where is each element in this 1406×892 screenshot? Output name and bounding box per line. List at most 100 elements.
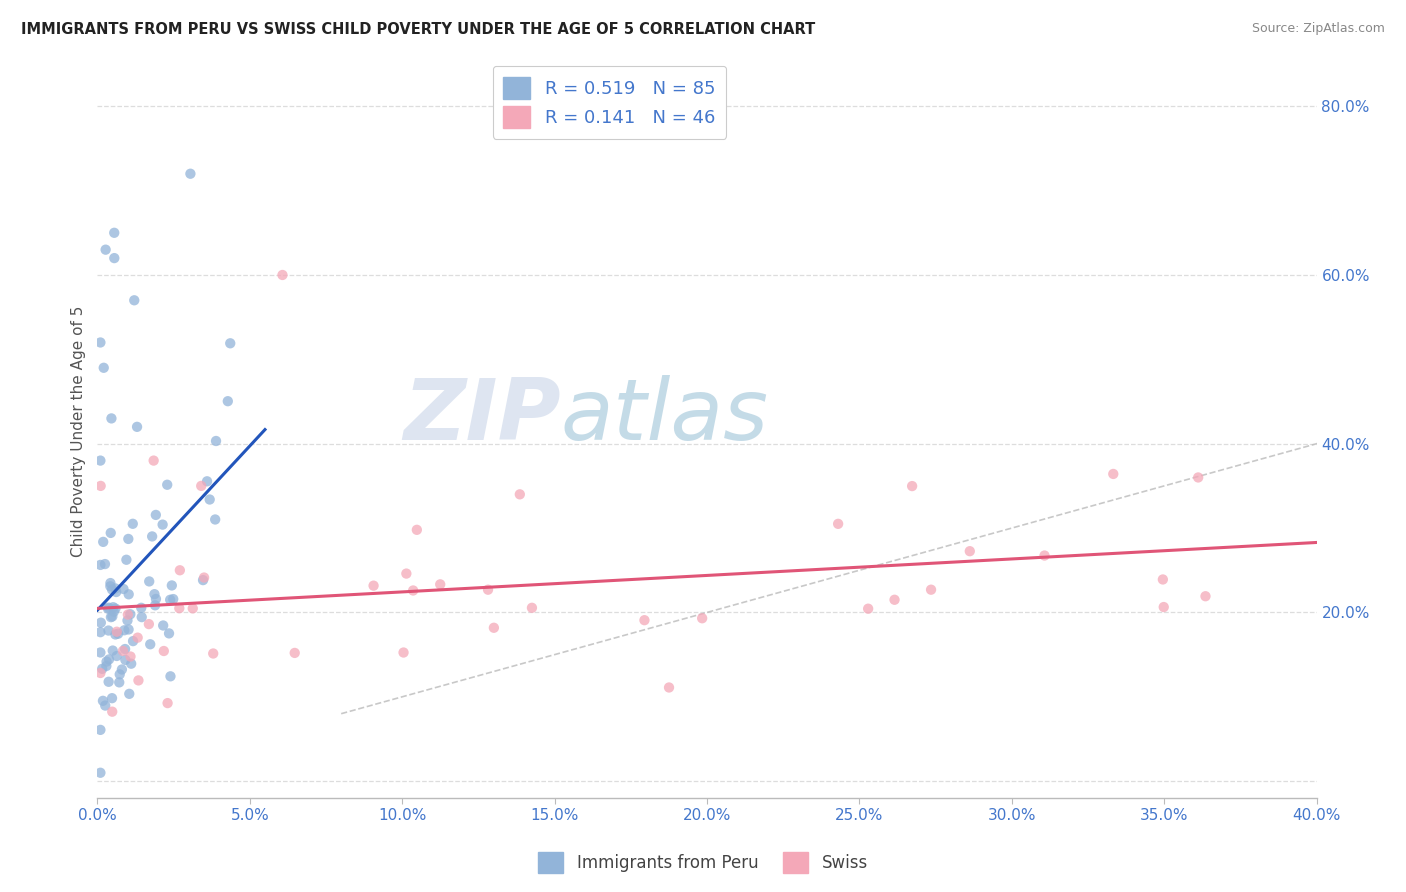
- Point: [120, 649, 142, 664]
- Point: [1033, 549, 1056, 563]
- Point: [101, 705, 124, 719]
- Point: [129, 600, 152, 615]
- Point: [97, 624, 120, 638]
- Point: [138, 617, 160, 632]
- Point: [152, 517, 174, 532]
- Point: [96, 655, 118, 669]
- Point: [98, 579, 121, 593]
- Point: [101, 643, 124, 657]
- Point: [143, 587, 166, 601]
- Point: [429, 577, 451, 591]
- Point: [145, 591, 167, 606]
- Text: Source: ZipAtlas.com: Source: ZipAtlas.com: [1251, 22, 1385, 36]
- Point: [111, 663, 134, 677]
- Point: [159, 592, 181, 607]
- Point: [127, 673, 149, 688]
- Point: [89, 645, 111, 659]
- Text: IMMIGRANTS FROM PERU VS SWISS CHILD POVERTY UNDER THE AGE OF 5 CORRELATION CHART: IMMIGRANTS FROM PERU VS SWISS CHILD POVE…: [21, 22, 815, 37]
- Point: [117, 614, 139, 628]
- Point: [198, 492, 221, 507]
- Point: [105, 624, 128, 639]
- Point: [856, 601, 879, 615]
- Point: [153, 644, 176, 658]
- Point: [117, 607, 139, 622]
- Point: [96, 659, 118, 673]
- Point: [1194, 589, 1216, 603]
- Point: [395, 566, 418, 581]
- Point: [120, 657, 142, 671]
- Point: [100, 610, 122, 624]
- Text: ZIP: ZIP: [404, 375, 561, 458]
- Point: [477, 582, 499, 597]
- Point: [217, 394, 239, 409]
- Point: [114, 642, 136, 657]
- Point: [89, 665, 111, 680]
- Point: [89, 335, 111, 350]
- Point: [117, 623, 139, 637]
- Point: [152, 618, 174, 632]
- Point: [103, 251, 125, 265]
- Point: [93, 360, 115, 375]
- Point: [91, 662, 114, 676]
- Point: [121, 516, 143, 531]
- Point: [520, 600, 543, 615]
- Point: [1102, 467, 1125, 481]
- Point: [90, 615, 112, 630]
- Point: [101, 691, 124, 706]
- Point: [117, 532, 139, 546]
- Point: [160, 578, 183, 592]
- Point: [108, 667, 131, 681]
- Point: [392, 646, 415, 660]
- Point: [191, 573, 214, 587]
- Point: [89, 765, 111, 780]
- Point: [89, 453, 111, 467]
- Point: [482, 621, 505, 635]
- Point: [100, 411, 122, 425]
- Point: [112, 624, 135, 638]
- Point: [142, 453, 165, 467]
- Point: [104, 582, 127, 596]
- Point: [89, 625, 111, 640]
- Point: [143, 599, 166, 613]
- Point: [108, 675, 131, 690]
- Legend: R = 0.519   N = 85, R = 0.141   N = 46: R = 0.519 N = 85, R = 0.141 N = 46: [492, 66, 727, 138]
- Point: [90, 479, 112, 493]
- Point: [101, 609, 124, 624]
- Point: [202, 647, 225, 661]
- Point: [141, 529, 163, 543]
- Point: [402, 583, 425, 598]
- Point: [159, 669, 181, 683]
- Point: [204, 512, 226, 526]
- Point: [131, 610, 153, 624]
- Point: [104, 601, 127, 615]
- Point: [101, 600, 124, 615]
- Point: [101, 582, 124, 597]
- Point: [118, 687, 141, 701]
- Point: [179, 167, 201, 181]
- Legend: Immigrants from Peru, Swiss: Immigrants from Peru, Swiss: [531, 846, 875, 880]
- Point: [139, 637, 162, 651]
- Text: atlas: atlas: [561, 375, 769, 458]
- Point: [1187, 470, 1209, 484]
- Point: [120, 607, 142, 622]
- Point: [103, 605, 125, 619]
- Point: [195, 475, 218, 489]
- Point: [181, 601, 204, 615]
- Point: [122, 634, 145, 648]
- Point: [156, 477, 179, 491]
- Point: [883, 592, 905, 607]
- Point: [1153, 600, 1175, 615]
- Point: [104, 627, 127, 641]
- Point: [405, 523, 427, 537]
- Point: [901, 479, 924, 493]
- Point: [156, 696, 179, 710]
- Point: [97, 601, 120, 615]
- Point: [89, 558, 111, 572]
- Point: [690, 611, 713, 625]
- Point: [112, 582, 135, 596]
- Point: [827, 516, 849, 531]
- Point: [97, 674, 120, 689]
- Point: [193, 570, 215, 584]
- Point: [127, 631, 149, 645]
- Point: [138, 574, 160, 589]
